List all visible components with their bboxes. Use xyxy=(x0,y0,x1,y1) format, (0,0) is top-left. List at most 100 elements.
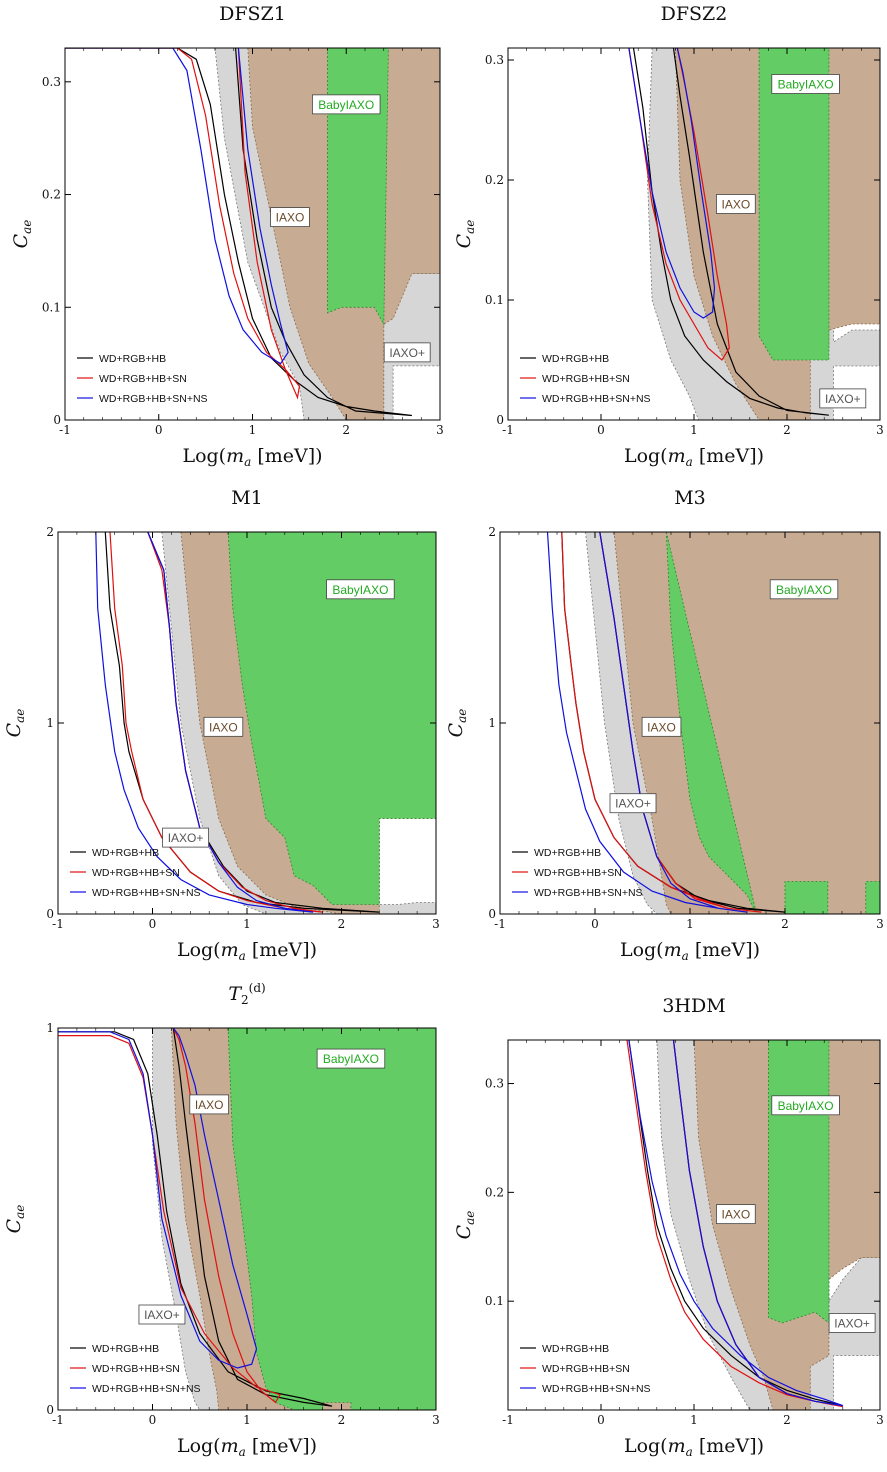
region-green xyxy=(227,532,436,905)
svg-text:WD+RGB+HB+SN: WD+RGB+HB+SN xyxy=(99,373,187,385)
series-line-1 xyxy=(65,48,412,417)
x-tick-label: 3 xyxy=(432,1413,440,1427)
svg-text:IAXO: IAXO xyxy=(209,720,238,734)
y-tick-label: 0.2 xyxy=(485,173,504,187)
legend-entry-1: WD+RGB+HB xyxy=(70,847,159,859)
region-label-iaxoplus: IAXO+ xyxy=(138,1304,186,1325)
y-tick-label: 0.3 xyxy=(485,53,504,67)
x-axis-label: Log(ma [meV]) xyxy=(177,1435,317,1459)
svg-text:IAXO: IAXO xyxy=(647,720,676,734)
legend-entry-3: WD+RGB+HB+SN+NS xyxy=(70,1383,201,1395)
x-tick-label: 0 xyxy=(149,917,157,931)
svg-text:BabyIAXO: BabyIAXO xyxy=(776,583,832,597)
x-axis-label: Log(ma [meV]) xyxy=(624,1435,764,1459)
chart-title: M1 xyxy=(231,487,263,509)
svg-text:WD+RGB+HB: WD+RGB+HB xyxy=(534,847,601,859)
x-tick-label: 1 xyxy=(249,423,257,437)
chart-title: 3HDM xyxy=(662,995,725,1017)
region-label-babyiaxo: BabyIAXO xyxy=(769,579,839,600)
svg-text:IAXO+: IAXO+ xyxy=(389,346,425,360)
svg-text:WD+RGB+HB: WD+RGB+HB xyxy=(92,1343,159,1355)
region-label-iaxoplus: IAXO+ xyxy=(819,388,867,409)
y-tick-label: 0.2 xyxy=(42,188,61,202)
legend-entry-3: WD+RGB+HB+SN+NS xyxy=(520,1383,651,1395)
x-tick-label: 0 xyxy=(155,423,163,437)
legend-entry-2: WD+RGB+HB+SN xyxy=(77,373,187,385)
y-tick-label: 0.1 xyxy=(485,1294,504,1308)
x-tick-label: -1 xyxy=(502,1413,514,1427)
y-axis-label: Cae xyxy=(3,709,27,738)
x-tick-label: 3 xyxy=(876,423,884,437)
series-line-3 xyxy=(95,532,314,913)
x-axis-label: Log(ma [meV]) xyxy=(182,445,322,469)
region-green xyxy=(665,532,880,914)
region-label-iaxo: IAXO xyxy=(716,194,756,214)
y-axis-label: Cae xyxy=(3,1205,27,1234)
x-axis-label: Log(ma [meV]) xyxy=(620,939,760,963)
region-label-iaxo: IAXO xyxy=(270,207,310,227)
chart-title: DFSZ2 xyxy=(661,3,728,25)
svg-text:BabyIAXO: BabyIAXO xyxy=(323,1052,379,1066)
svg-text:IAXO: IAXO xyxy=(276,211,305,225)
y-tick-label: 1 xyxy=(46,716,54,730)
y-tick-label: 0 xyxy=(496,413,504,427)
region-label-iaxo: IAXO xyxy=(641,716,682,737)
svg-text:WD+RGB+HB+SN: WD+RGB+HB+SN xyxy=(542,373,630,385)
x-tick-label: 3 xyxy=(876,917,884,931)
svg-text:WD+RGB+HB+SN+NS: WD+RGB+HB+SN+NS xyxy=(92,887,201,899)
x-tick-label: 0 xyxy=(597,1413,605,1427)
x-tick-label: 1 xyxy=(690,423,698,437)
x-tick-label: 1 xyxy=(690,1413,698,1427)
region-green xyxy=(327,48,389,326)
x-tick-label: 2 xyxy=(781,917,789,931)
x-axis-label: Log(ma [meV]) xyxy=(624,445,764,469)
region-green xyxy=(768,1040,830,1324)
y-tick-label: 2 xyxy=(46,525,54,539)
region-label-iaxoplus: IAXO+ xyxy=(162,827,209,848)
region-label-iaxoplus: IAXO+ xyxy=(609,793,657,814)
series-line-3 xyxy=(58,1028,258,1369)
x-tick-label: 3 xyxy=(432,917,440,931)
svg-text:WD+RGB+HB+SN: WD+RGB+HB+SN xyxy=(92,1363,180,1375)
svg-text:WD+RGB+HB: WD+RGB+HB xyxy=(542,1343,609,1355)
legend-entry-1: WD+RGB+HB xyxy=(520,1343,609,1355)
svg-text:WD+RGB+HB+SN: WD+RGB+HB+SN xyxy=(92,867,180,879)
region-label-iaxoplus: IAXO+ xyxy=(828,1313,876,1333)
x-tick-label: 2 xyxy=(338,1413,346,1427)
x-tick-label: 1 xyxy=(243,1413,251,1427)
svg-text:IAXO: IAXO xyxy=(722,1208,751,1222)
svg-text:IAXO+: IAXO+ xyxy=(825,392,861,406)
x-tick-label: 1 xyxy=(686,917,694,931)
svg-text:BabyIAXO: BabyIAXO xyxy=(778,78,834,92)
y-tick-label: 0 xyxy=(46,907,54,921)
y-tick-label: 1 xyxy=(46,1021,54,1035)
y-tick-label: 0 xyxy=(53,413,61,427)
y-tick-label: 0.3 xyxy=(485,1077,504,1091)
region-label-babyiaxo: BabyIAXO xyxy=(326,579,395,600)
y-tick-label: 0.2 xyxy=(485,1185,504,1199)
y-axis-label: Cae xyxy=(10,220,34,249)
y-tick-label: 0.1 xyxy=(485,293,504,307)
legend-entry-2: WD+RGB+HB+SN xyxy=(520,1363,630,1375)
svg-text:BabyIAXO: BabyIAXO xyxy=(778,1099,834,1113)
y-axis-label: Cae xyxy=(445,709,469,738)
legend-entry-1: WD+RGB+HB xyxy=(512,847,601,859)
legend-entry-1: WD+RGB+HB xyxy=(520,353,609,365)
legend-entry-2: WD+RGB+HB+SN xyxy=(512,867,622,879)
x-tick-label: 1 xyxy=(243,917,251,931)
y-tick-label: 0.3 xyxy=(42,75,61,89)
legend-entry-2: WD+RGB+HB+SN xyxy=(70,1363,180,1375)
series-line-3 xyxy=(628,1040,843,1407)
y-tick-label: 2 xyxy=(488,525,496,539)
region-label-babyiaxo: BabyIAXO xyxy=(771,1095,840,1116)
y-tick-label: 0.1 xyxy=(42,300,61,314)
legend-entry-1: WD+RGB+HB xyxy=(77,353,166,365)
series-line-2 xyxy=(628,48,730,361)
svg-text:WD+RGB+HB+SN+NS: WD+RGB+HB+SN+NS xyxy=(542,1383,651,1395)
svg-text:WD+RGB+HB+SN: WD+RGB+HB+SN xyxy=(542,1363,630,1375)
